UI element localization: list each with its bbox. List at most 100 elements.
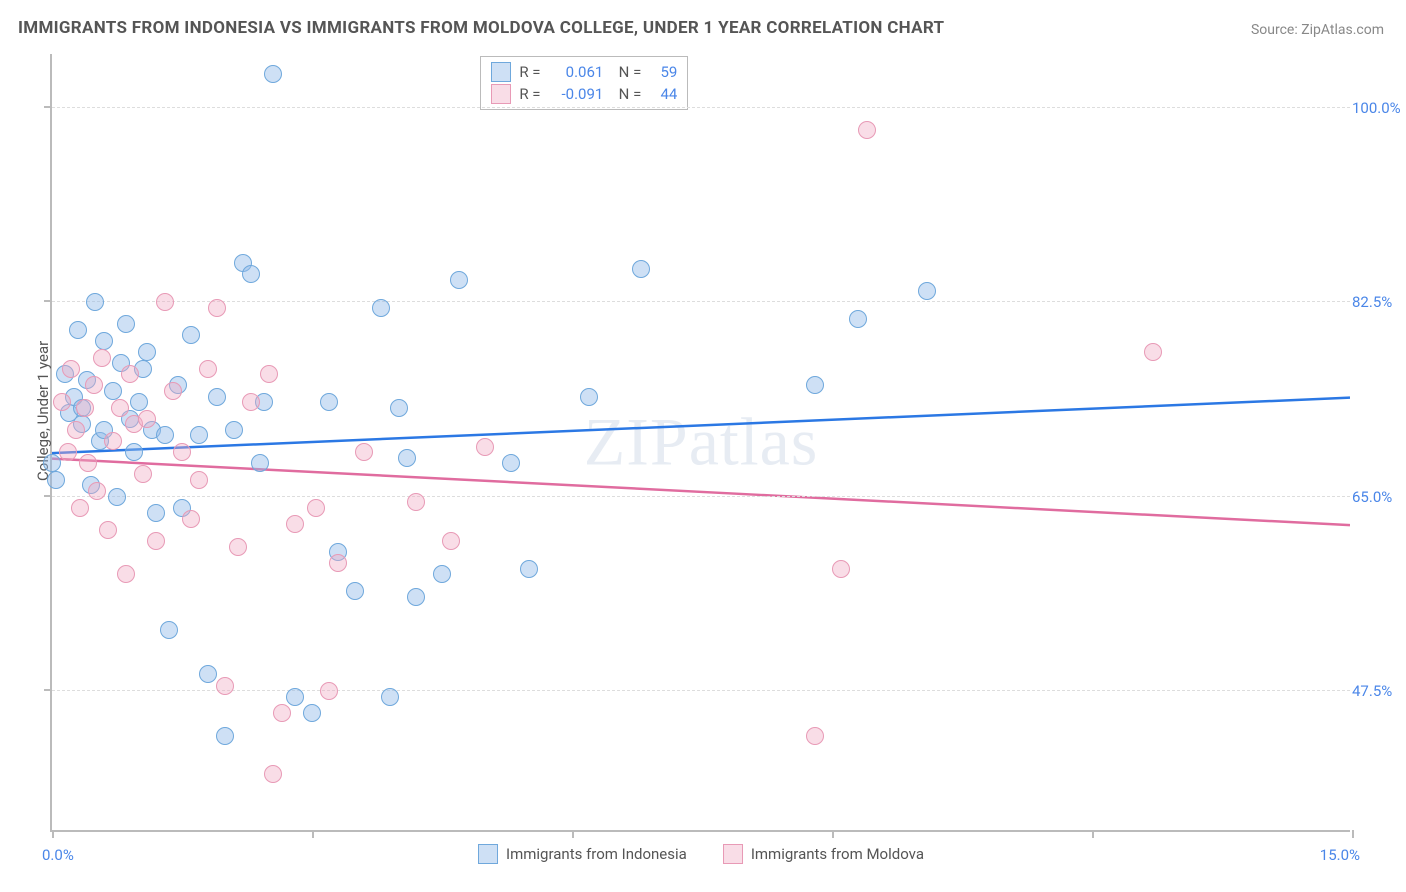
point-moldova [242, 393, 260, 411]
grid-line [52, 301, 1350, 302]
legend-item-moldova: Immigrants from Moldova [723, 844, 924, 864]
chart-title: IMMIGRANTS FROM INDONESIA VS IMMIGRANTS … [18, 18, 944, 38]
y-tick-label: 82.5% [1352, 293, 1406, 311]
x-tick [52, 830, 54, 838]
point-indonesia [381, 688, 399, 706]
point-indonesia [346, 582, 364, 600]
legend-swatch [491, 62, 511, 82]
point-moldova [1144, 343, 1162, 361]
point-indonesia [303, 704, 321, 722]
point-moldova [199, 360, 217, 378]
y-tick [44, 689, 52, 691]
legend-r-value: -0.091 [549, 85, 603, 103]
plot-area: College, Under 1 year ZIPatlas R =0.061N… [50, 54, 1350, 832]
point-moldova [216, 677, 234, 695]
point-indonesia [849, 310, 867, 328]
point-indonesia [632, 260, 650, 278]
point-moldova [858, 121, 876, 139]
point-indonesia [216, 727, 234, 745]
point-moldova [286, 515, 304, 533]
point-indonesia [398, 449, 416, 467]
x-tick [1092, 830, 1094, 838]
point-moldova [806, 727, 824, 745]
grid-line [52, 107, 1350, 108]
legend-label-indonesia: Immigrants from Indonesia [506, 845, 687, 863]
point-moldova [832, 560, 850, 578]
point-indonesia [390, 399, 408, 417]
grid-line [52, 496, 1350, 497]
point-moldova [53, 393, 71, 411]
source-attribution: Source: ZipAtlas.com [1251, 22, 1384, 38]
point-moldova [76, 399, 94, 417]
point-indonesia [806, 376, 824, 394]
point-indonesia [104, 382, 122, 400]
legend-swatch [491, 84, 511, 104]
point-moldova [85, 376, 103, 394]
point-indonesia [47, 471, 65, 489]
y-tick-label: 47.5% [1352, 682, 1406, 700]
point-moldova [134, 465, 152, 483]
grid-line [52, 690, 1350, 691]
point-indonesia [502, 454, 520, 472]
x-tick [572, 830, 574, 838]
point-moldova [59, 443, 77, 461]
legend-n-label: N = [611, 63, 641, 81]
x-tick [312, 830, 314, 838]
point-indonesia [95, 332, 113, 350]
y-tick [44, 495, 52, 497]
point-indonesia [147, 504, 165, 522]
point-moldova [442, 532, 460, 550]
point-moldova [156, 293, 174, 311]
point-indonesia [69, 321, 87, 339]
legend-r-label: R = [519, 85, 541, 103]
point-moldova [71, 499, 89, 517]
point-moldova [88, 482, 106, 500]
point-moldova [62, 360, 80, 378]
legend-correlation: R =0.061N =59R =-0.091N =44 [480, 56, 688, 110]
y-tick [44, 106, 52, 108]
point-indonesia [156, 426, 174, 444]
point-moldova [111, 399, 129, 417]
point-indonesia [251, 454, 269, 472]
legend-series: Immigrants from Indonesia Immigrants fro… [478, 844, 924, 864]
point-indonesia [520, 560, 538, 578]
point-indonesia [190, 426, 208, 444]
point-indonesia [125, 443, 143, 461]
legend-n-value: 44 [649, 85, 677, 103]
point-moldova [229, 538, 247, 556]
point-moldova [182, 510, 200, 528]
legend-n-label: N = [611, 85, 641, 103]
point-moldova [355, 443, 373, 461]
point-moldova [260, 365, 278, 383]
point-indonesia [43, 454, 61, 472]
point-indonesia [242, 265, 260, 283]
x-tick [1352, 830, 1354, 838]
point-moldova [476, 438, 494, 456]
x-tick [832, 830, 834, 838]
point-indonesia [182, 326, 200, 344]
point-moldova [147, 532, 165, 550]
legend-r-label: R = [519, 63, 541, 81]
y-tick [44, 300, 52, 302]
point-indonesia [130, 393, 148, 411]
point-moldova [67, 421, 85, 439]
point-indonesia [199, 665, 217, 683]
legend-swatch-indonesia [478, 844, 498, 864]
point-indonesia [286, 688, 304, 706]
point-moldova [79, 454, 97, 472]
legend-row: R =0.061N =59 [491, 61, 677, 83]
point-moldova [320, 682, 338, 700]
point-moldova [138, 410, 156, 428]
point-indonesia [117, 315, 135, 333]
watermark-text: ZIPatlas [584, 403, 819, 482]
legend-row: R = -0.091 N = 44 [491, 83, 677, 105]
point-indonesia [407, 588, 425, 606]
point-indonesia [225, 421, 243, 439]
point-moldova [407, 493, 425, 511]
trend-line [52, 459, 1350, 526]
point-moldova [99, 521, 117, 539]
point-moldova [173, 443, 191, 461]
point-moldova [208, 299, 226, 317]
trend-lines [52, 54, 1350, 830]
point-indonesia [138, 343, 156, 361]
